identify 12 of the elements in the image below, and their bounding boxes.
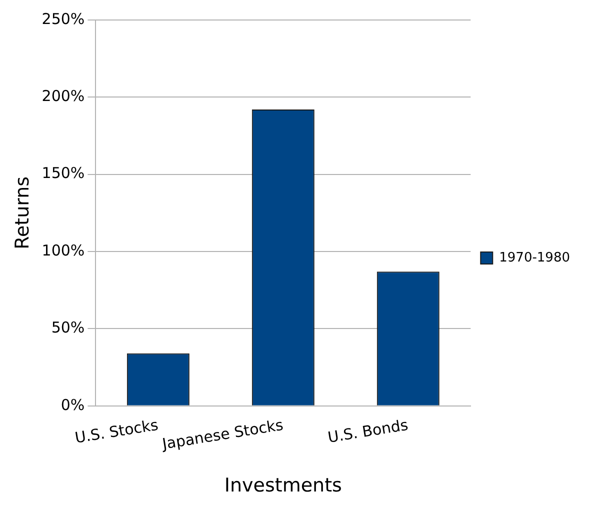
x-tick-label: U.S. Stocks <box>74 416 160 447</box>
y-tick-label: 0% <box>60 396 85 414</box>
x-axis-title: Investments <box>224 474 342 497</box>
legend-label: 1970-1980 <box>499 250 570 266</box>
x-tick-label: U.S. Bonds <box>326 416 410 447</box>
y-tick-label: 250% <box>42 10 85 28</box>
y-tick-label: 200% <box>42 87 85 106</box>
x-tick-label: Japanese Stocks <box>160 416 285 454</box>
y-tick-label: 150% <box>42 164 85 182</box>
y-axis-title: Returns <box>11 176 34 250</box>
y-tick-label: 50% <box>51 318 85 337</box>
y-tick-label: 100% <box>42 241 85 260</box>
